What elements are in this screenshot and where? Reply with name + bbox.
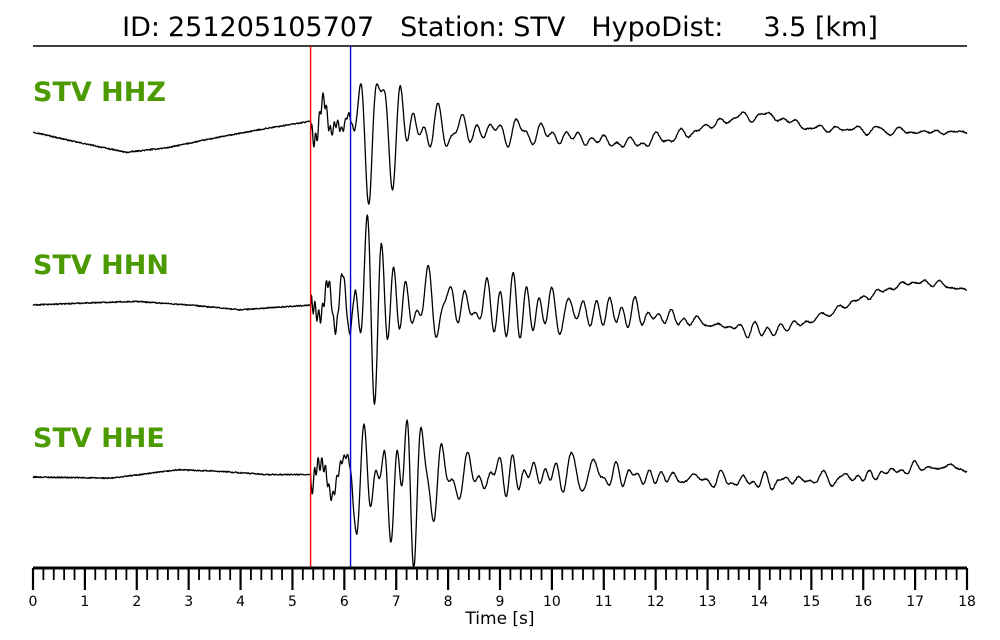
tick-label-3: 3 xyxy=(184,594,193,610)
tick-label-13: 13 xyxy=(699,594,717,610)
tick-label-0: 0 xyxy=(29,594,38,610)
station-label: Station: xyxy=(400,12,505,43)
plot-title: ID: 251205105707 Station: STV HypoDist: 3.5 [… xyxy=(122,12,878,43)
hypodist-label: HypoDist: xyxy=(591,12,723,43)
station-code: STV xyxy=(513,12,566,43)
tick-label-18: 18 xyxy=(958,594,976,610)
tick-label-11: 11 xyxy=(595,594,613,610)
major-ticks xyxy=(31,568,969,590)
minor-ticks xyxy=(42,568,958,580)
hypodist-value: 3.5 [km] xyxy=(763,12,878,43)
channel-label-hhn: STV HHN xyxy=(33,250,169,281)
channel-label-hhe: STV HHE xyxy=(33,423,165,454)
waveform-trace-hhe xyxy=(32,419,968,567)
tick-label-5: 5 xyxy=(288,594,297,610)
tick-label-4: 4 xyxy=(236,594,245,610)
tick-label-8: 8 xyxy=(444,594,453,610)
tick-labels: 0 1 2 3 4 5 6 7 8 9 10 11 12 13 14 15 16 17 18 xyxy=(29,594,976,610)
tick-label-12: 12 xyxy=(647,594,665,610)
tick-label-9: 9 xyxy=(496,594,505,610)
waveform-trace-hhz xyxy=(32,83,968,205)
tick-label-7: 7 xyxy=(392,594,401,610)
id-label: ID: xyxy=(122,12,160,43)
time-axis: 0 1 2 3 4 5 6 7 8 9 10 11 12 13 14 15 16 17 18 Time [s] xyxy=(29,566,976,629)
tick-label-2: 2 xyxy=(132,594,141,610)
tick-label-10: 10 xyxy=(543,594,561,610)
tick-label-16: 16 xyxy=(854,594,872,610)
tick-label-17: 17 xyxy=(906,594,924,610)
x-axis-label: Time [s] xyxy=(464,609,534,629)
waveform-trace-hhn xyxy=(32,214,968,405)
event-id: 251205105707 xyxy=(168,12,374,43)
tick-label-14: 14 xyxy=(751,594,769,610)
tick-label-6: 6 xyxy=(340,594,349,610)
tick-label-1: 1 xyxy=(80,594,89,610)
tick-label-15: 15 xyxy=(802,594,820,610)
channel-label-hhz: STV HHZ xyxy=(33,77,166,108)
